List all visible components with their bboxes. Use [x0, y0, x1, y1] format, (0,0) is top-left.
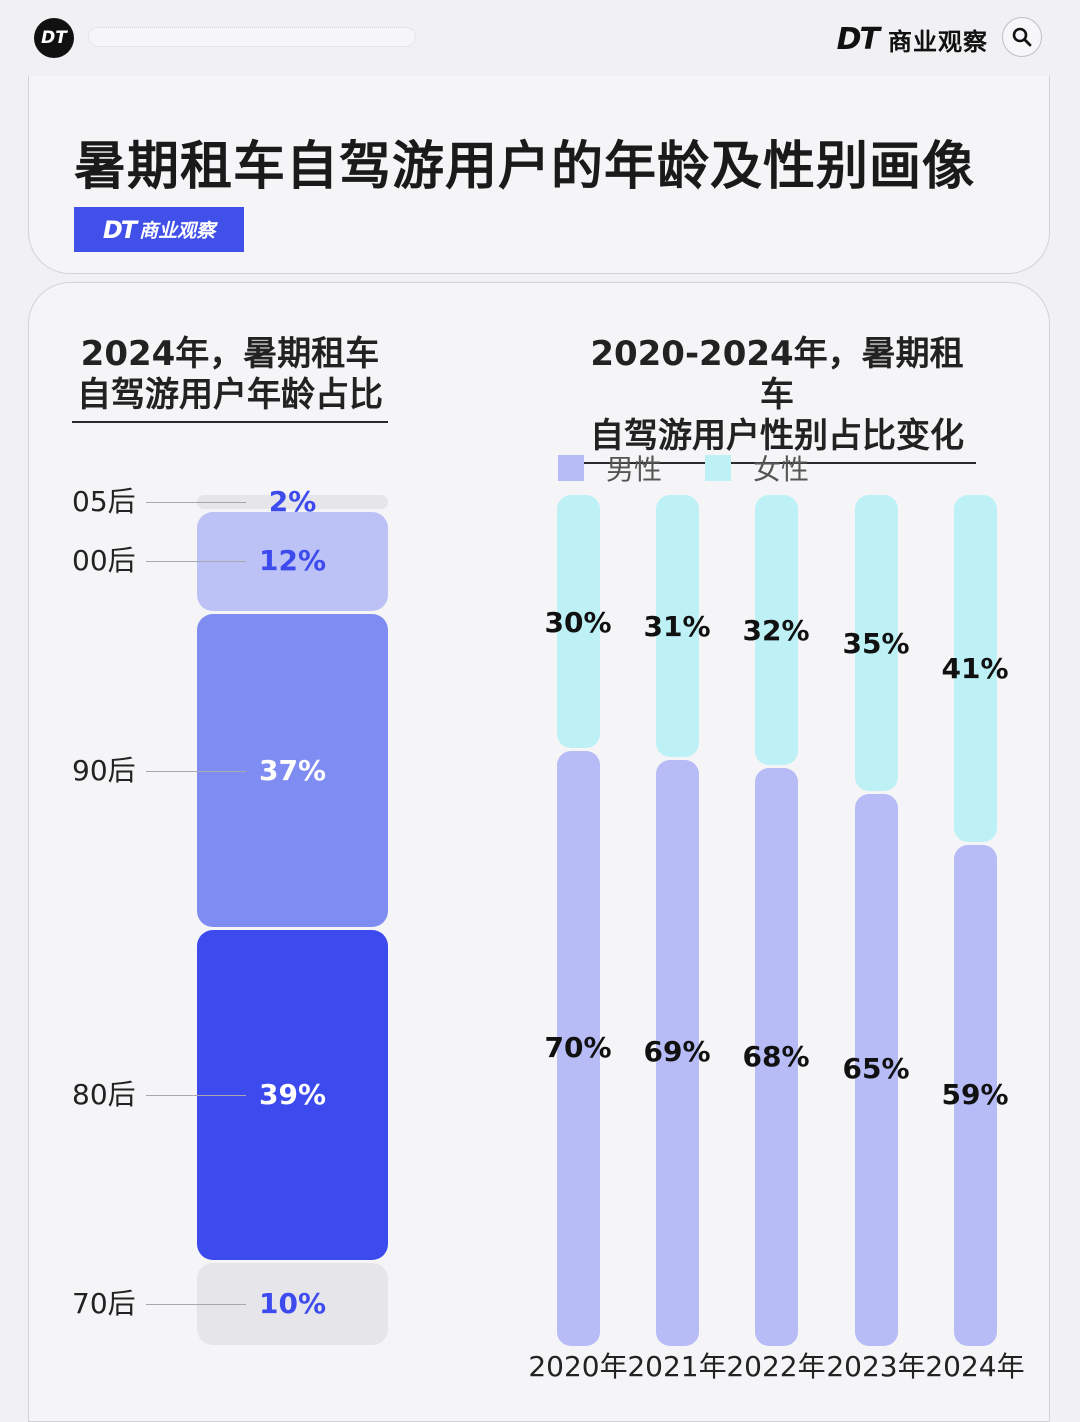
- male-value-label: 65%: [842, 1052, 910, 1086]
- dt-logo-text: DT: [41, 28, 67, 48]
- search-input[interactable]: [88, 27, 416, 47]
- leader-line: [146, 770, 246, 772]
- male-bar: [556, 751, 600, 1346]
- female-bar: [953, 495, 997, 842]
- age-segment-3: [197, 930, 388, 1261]
- search-button[interactable]: [1002, 17, 1042, 57]
- female-bar: [854, 495, 898, 791]
- brand-badge: DT 商业观察: [74, 207, 244, 252]
- male-bar: [754, 768, 798, 1346]
- year-tick-label: 2021年: [627, 1350, 727, 1383]
- age-category-label: 05后: [72, 484, 136, 518]
- leader-line: [146, 501, 246, 503]
- age-chart-title-line: 2024年，暑期租车: [80, 334, 380, 374]
- female-value-label: 31%: [643, 609, 711, 643]
- female-swatch: [705, 455, 731, 481]
- brand-logo: DT 商业观察: [837, 22, 988, 57]
- year-tick-label: 2022年: [726, 1350, 826, 1383]
- badge-mark: DT: [102, 215, 137, 244]
- legend-item-male: 男性: [558, 448, 662, 488]
- female-value-label: 35%: [842, 626, 910, 660]
- age-category-label: 90后: [72, 753, 136, 787]
- year-tick-label: 2024年: [925, 1350, 1025, 1383]
- search-icon: [1012, 27, 1032, 47]
- legend-label-female: 女性: [753, 453, 810, 486]
- leader-line: [146, 1095, 246, 1097]
- female-bar: [655, 495, 699, 757]
- leader-line: [146, 1304, 246, 1306]
- age-segment-4: [197, 1263, 388, 1346]
- gender-chart-title-line: 自驾游用户性别占比变化: [590, 416, 964, 456]
- age-category-label: 70后: [72, 1287, 136, 1321]
- male-value-label: 68%: [742, 1039, 810, 1073]
- male-swatch: [558, 455, 584, 481]
- badge-name: 商业观察: [139, 220, 216, 242]
- legend-item-female: 女性: [705, 448, 809, 488]
- male-value-label: 59%: [941, 1077, 1009, 1111]
- male-bar: [854, 793, 898, 1346]
- male-value-label: 70%: [544, 1031, 612, 1065]
- age-value-label: 10%: [258, 1287, 327, 1321]
- female-value-label: 32%: [742, 614, 810, 648]
- dt-logo[interactable]: DT: [34, 18, 74, 58]
- female-bar: [556, 495, 600, 749]
- gender-chart-title-line: 2020-2024年，暑期租车: [590, 334, 964, 415]
- year-tick-label: 2020年: [528, 1350, 628, 1383]
- age-value-label: 12%: [258, 544, 327, 578]
- gender-chart-title: 2020-2024年，暑期租车 自驾游用户性别占比变化: [578, 334, 976, 464]
- year-tick-label: 2023年: [826, 1350, 926, 1383]
- male-value-label: 69%: [643, 1035, 711, 1069]
- page-title: 暑期租车自驾游用户的年龄及性别画像: [74, 137, 976, 197]
- female-value-label: 41%: [941, 652, 1009, 686]
- age-chart-title: 2024年，暑期租车 自驾游用户年龄占比: [72, 334, 388, 423]
- age-chart-title-line: 自驾游用户年龄占比: [77, 375, 383, 415]
- age-category-label: 80后: [72, 1078, 136, 1112]
- legend-label-male: 男性: [606, 453, 663, 486]
- brand-mark: DT: [836, 22, 880, 57]
- male-bar: [953, 844, 997, 1346]
- age-segment-2: [197, 614, 388, 928]
- age-segment-0: [197, 494, 388, 509]
- age-value-label: 39%: [258, 1078, 327, 1112]
- female-bar: [754, 495, 798, 766]
- female-value-label: 30%: [544, 605, 612, 639]
- age-value-label: 2%: [268, 484, 317, 518]
- male-bar: [655, 759, 699, 1346]
- age-category-label: 00后: [72, 544, 136, 578]
- brand-name: 商业观察: [888, 28, 988, 56]
- age-value-label: 37%: [258, 753, 327, 787]
- top-bar: DT DT 商业观察: [0, 0, 1080, 78]
- leader-line: [146, 561, 246, 563]
